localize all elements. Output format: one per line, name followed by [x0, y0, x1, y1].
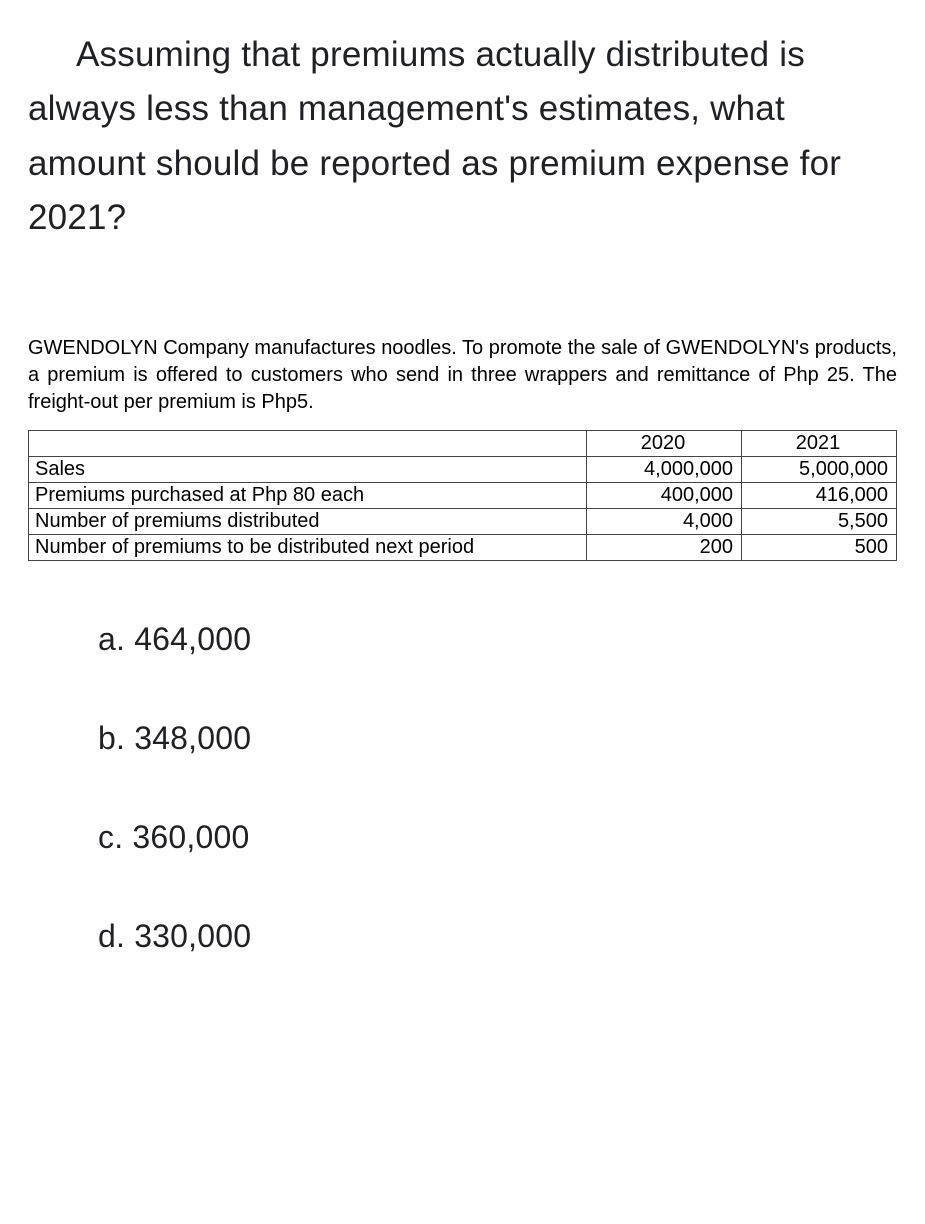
table-row: Sales 4,000,000 5,000,000 [29, 457, 897, 483]
option-value: 330,000 [134, 918, 251, 954]
option-value: 348,000 [134, 720, 251, 756]
col-header-2020: 2020 [587, 431, 742, 457]
table-row: Premiums purchased at Php 80 each 400,00… [29, 483, 897, 509]
option-letter: c. [98, 819, 123, 855]
answer-options: a. 464,000 b. 348,000 c. 360,000 d. 330,… [28, 621, 897, 955]
context-text: GWENDOLYN Company manufactures noodles. … [28, 335, 897, 416]
option-a[interactable]: a. 464,000 [98, 621, 897, 658]
option-letter: a. [98, 621, 125, 657]
cell-2020: 200 [587, 535, 742, 561]
row-label: Number of premiums to be distributed nex… [29, 535, 587, 561]
col-header-2021: 2021 [742, 431, 897, 457]
option-b[interactable]: b. 348,000 [98, 720, 897, 757]
option-c[interactable]: c. 360,000 [98, 819, 897, 856]
page: Assuming that premiums actually distribu… [0, 0, 925, 1224]
cell-2020: 4,000,000 [587, 457, 742, 483]
question-text: Assuming that premiums actually distribu… [28, 28, 897, 245]
option-letter: b. [98, 720, 125, 756]
cell-2021: 5,000,000 [742, 457, 897, 483]
option-letter: d. [98, 918, 125, 954]
table-row: Number of premiums distributed 4,000 5,5… [29, 509, 897, 535]
col-header-blank [29, 431, 587, 457]
cell-2020: 4,000 [587, 509, 742, 535]
row-label: Premiums purchased at Php 80 each [29, 483, 587, 509]
cell-2021: 500 [742, 535, 897, 561]
cell-2021: 5,500 [742, 509, 897, 535]
table-row: Number of premiums to be distributed nex… [29, 535, 897, 561]
cell-2021: 416,000 [742, 483, 897, 509]
cell-2020: 400,000 [587, 483, 742, 509]
option-d[interactable]: d. 330,000 [98, 918, 897, 955]
table-header-row: 2020 2021 [29, 431, 897, 457]
option-value: 360,000 [132, 819, 249, 855]
row-label: Number of premiums distributed [29, 509, 587, 535]
row-label: Sales [29, 457, 587, 483]
data-table: 2020 2021 Sales 4,000,000 5,000,000 Prem… [28, 430, 897, 561]
option-value: 464,000 [134, 621, 251, 657]
